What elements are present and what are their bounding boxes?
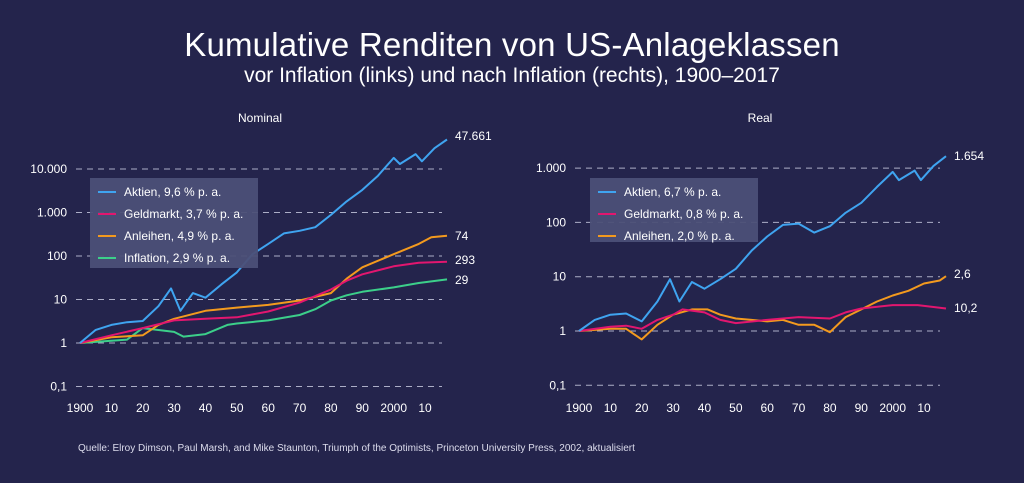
end-label-aktien-nominal: 47.661 <box>455 129 492 143</box>
source-note: Quelle: Elroy Dimson, Paul Marsh, and Mi… <box>78 443 635 454</box>
y-tick-label-nominal: 0,1 <box>50 380 67 394</box>
x-tick-label-real: 50 <box>729 401 743 415</box>
x-tick-label-nominal: 40 <box>199 401 213 415</box>
x-tick-label-real: 1900 <box>566 401 593 415</box>
x-tick-label-real: 90 <box>855 401 869 415</box>
panel-title-nominal: Nominal <box>238 111 282 125</box>
x-tick-label-nominal: 60 <box>262 401 276 415</box>
x-tick-label-nominal: 1900 <box>67 401 94 415</box>
x-tick-label-nominal: 90 <box>356 401 370 415</box>
legend-label-anleihen-nominal: Anleihen, 4,9 % p. a. <box>124 229 235 243</box>
series-line-geldmarkt-nominal <box>79 260 448 344</box>
x-tick-label-real: 20 <box>635 401 649 415</box>
x-tick-label-nominal: 2000 <box>380 401 407 415</box>
series-line-geldmarkt-real <box>578 304 947 332</box>
x-tick-label-real: 2000 <box>879 401 906 415</box>
x-tick-label-real: 10 <box>917 401 931 415</box>
x-tick-label-real: 40 <box>698 401 712 415</box>
y-tick-label-real: 0,1 <box>549 378 566 392</box>
legend-box-real <box>590 178 758 242</box>
x-tick-label-real: 60 <box>761 401 775 415</box>
legend-box-nominal <box>90 178 258 268</box>
series-line-anleihen-real <box>578 275 947 341</box>
legend-label-geldmarkt-nominal: Geldmarkt, 3,7 % p. a. <box>124 207 243 221</box>
series-line-anleihen-nominal <box>79 234 448 344</box>
y-tick-label-real: 1.000 <box>536 161 566 175</box>
x-tick-label-nominal: 80 <box>324 401 338 415</box>
x-tick-label-nominal: 70 <box>293 401 307 415</box>
x-tick-label-nominal: 20 <box>136 401 150 415</box>
page-title: Kumulative Renditen von US-Anlageklassen <box>184 26 840 63</box>
x-tick-label-nominal: 10 <box>105 401 119 415</box>
y-tick-label-nominal: 10 <box>54 293 68 307</box>
x-tick-label-nominal: 10 <box>418 401 432 415</box>
x-tick-label-real: 30 <box>666 401 680 415</box>
y-tick-label-real: 10 <box>553 270 567 284</box>
y-tick-label-nominal: 1 <box>60 336 67 350</box>
series-line-aktien-nominal <box>79 138 448 344</box>
x-tick-label-real: 10 <box>604 401 618 415</box>
x-tick-label-nominal: 50 <box>230 401 244 415</box>
y-tick-label-real: 1 <box>559 324 566 338</box>
x-tick-label-real: 80 <box>823 401 837 415</box>
series-line-inflation-nominal <box>79 278 448 344</box>
y-tick-label-nominal: 1.000 <box>37 206 67 220</box>
end-label-geldmarkt-real: 2,6 <box>954 267 971 281</box>
y-tick-label-real: 100 <box>546 215 566 229</box>
end-label-anleihen-real: 10,2 <box>954 301 978 315</box>
end-label-geldmarkt-nominal: 74 <box>455 229 469 243</box>
panel-title-real: Real <box>748 111 773 125</box>
end-label-aktien-real: 1.654 <box>954 149 984 163</box>
legend-label-inflation-nominal: Inflation, 2,9 % p. a. <box>124 251 230 265</box>
y-tick-label-nominal: 10.000 <box>30 162 67 176</box>
legend-label-aktien-nominal: Aktien, 9,6 % p. a. <box>124 185 221 199</box>
series-line-aktien-real <box>578 155 947 332</box>
page-subtitle: vor Inflation (links) und nach Inflation… <box>244 64 780 87</box>
legend-label-geldmarkt-real: Geldmarkt, 0,8 % p. a. <box>624 207 743 221</box>
end-label-anleihen-nominal: 293 <box>455 253 475 267</box>
y-tick-label-nominal: 100 <box>47 249 67 263</box>
legend-label-aktien-real: Aktien, 6,7 % p. a. <box>624 185 721 199</box>
x-tick-label-real: 70 <box>792 401 806 415</box>
legend-label-anleihen-real: Anleihen, 2,0 % p. a. <box>624 229 735 243</box>
end-label-inflation-nominal: 29 <box>455 273 469 287</box>
x-tick-label-nominal: 30 <box>167 401 181 415</box>
